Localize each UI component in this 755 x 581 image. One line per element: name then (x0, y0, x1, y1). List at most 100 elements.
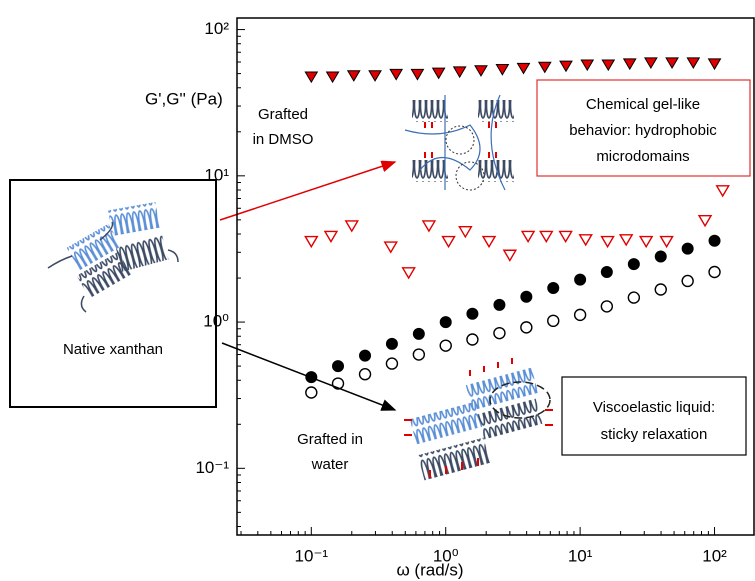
triangle-marker (707, 58, 722, 71)
circle-marker (385, 357, 399, 370)
dmso-network (404, 94, 514, 191)
circle-marker (627, 258, 640, 271)
triangle-marker (715, 185, 730, 198)
circle-marker (573, 308, 587, 322)
triangle-marker (502, 249, 518, 262)
circle-marker (493, 326, 506, 340)
circle-marker (385, 337, 398, 350)
circle-marker (466, 307, 479, 320)
triangle-marker (558, 230, 573, 244)
x-tick-label: 10² (702, 546, 727, 565)
y-tick-label: 10² (204, 19, 229, 38)
triangle-marker (383, 241, 398, 254)
circle-marker (466, 333, 479, 346)
circle-marker (654, 250, 667, 263)
circle-marker (439, 339, 452, 352)
circle-marker (520, 290, 533, 303)
circle-marker (520, 321, 533, 334)
plot-frame (236, 17, 755, 536)
circle-marker (305, 386, 318, 399)
triangle-marker (618, 234, 634, 247)
circle-marker (305, 371, 318, 384)
x-tick-label: 10⁻¹ (295, 546, 329, 565)
circle-marker (627, 291, 641, 304)
triangle-marker (410, 68, 425, 81)
circle-marker (547, 314, 560, 328)
triangle-marker (401, 267, 416, 280)
native-box (9, 179, 217, 408)
y-axis-title: G',G'' (Pa) (145, 89, 223, 108)
liquid-box (561, 376, 747, 456)
triangle-marker (578, 234, 593, 247)
triangle-marker (643, 57, 658, 70)
triangle-marker (600, 235, 615, 249)
circle-marker (708, 234, 721, 247)
triangle-marker (441, 235, 456, 249)
triangle-marker (580, 59, 595, 72)
triangle-marker (344, 220, 359, 233)
circle-marker (412, 348, 426, 361)
circle-marker (358, 368, 372, 381)
triangle-marker (559, 60, 573, 73)
annotation-text: microdomains (596, 148, 689, 165)
circle-marker (574, 273, 587, 286)
annotation-text: behavior: hydrophobic (569, 122, 717, 139)
triangle-marker (368, 70, 382, 82)
x-axis-title: ω (rad/s) (396, 560, 463, 579)
circle-marker (654, 283, 667, 296)
x-tick-label: 10¹ (568, 546, 593, 565)
circle-marker (331, 377, 345, 390)
annotation-text: water (311, 456, 349, 473)
gel-box (536, 79, 751, 177)
triangle-marker (421, 220, 437, 233)
triangle-marker (474, 65, 488, 77)
circle-marker (439, 316, 452, 329)
circle-marker (681, 274, 694, 288)
triangle-marker (520, 230, 536, 244)
annotation-text: sticky relaxation (601, 426, 708, 443)
triangle-marker (389, 68, 404, 81)
triangle-marker (452, 66, 467, 79)
triangle-marker (304, 235, 319, 249)
annotation-text: Native xanthan (63, 341, 163, 358)
triangle-marker (323, 230, 339, 244)
triangle-marker (665, 57, 679, 70)
circle-marker (708, 265, 721, 279)
circle-marker (332, 360, 345, 373)
triangle-marker (495, 64, 510, 76)
x-tick-label: 10⁰ (433, 546, 459, 565)
triangle-marker (539, 230, 554, 244)
circle-marker (412, 327, 425, 340)
water-coils (404, 358, 553, 481)
triangle-marker (601, 59, 616, 72)
triangle-marker (638, 235, 654, 249)
triangle-marker (458, 226, 473, 239)
circle-marker (493, 298, 506, 311)
y-tick-label: 10¹ (204, 165, 229, 184)
triangle-marker (481, 235, 497, 249)
triangle-marker (346, 70, 361, 82)
triangle-marker (325, 71, 340, 84)
triangle-marker (516, 62, 531, 75)
y-tick-label: 10⁰ (203, 312, 229, 331)
annotation-text: in DMSO (253, 131, 314, 148)
annotation-text: Viscoelastic liquid: (593, 399, 715, 416)
triangle-marker (431, 67, 446, 80)
annotation-text: Chemical gel-like (586, 96, 700, 113)
annotation-text: Grafted in (297, 431, 363, 448)
circle-marker (600, 300, 614, 313)
triangle-marker (622, 58, 637, 71)
triangle-marker (537, 61, 552, 74)
triangle-marker (659, 235, 674, 249)
arrow-dmso (219, 160, 397, 221)
y-tick-label: 10⁻¹ (195, 458, 229, 477)
native-coils (47, 202, 179, 313)
circle-marker (359, 349, 372, 362)
annotation-text: Grafted (258, 106, 308, 123)
circle-marker (681, 242, 694, 255)
triangle-marker (697, 214, 713, 228)
triangle-marker (304, 71, 319, 84)
triangle-marker (686, 57, 701, 70)
circle-marker (600, 265, 613, 278)
